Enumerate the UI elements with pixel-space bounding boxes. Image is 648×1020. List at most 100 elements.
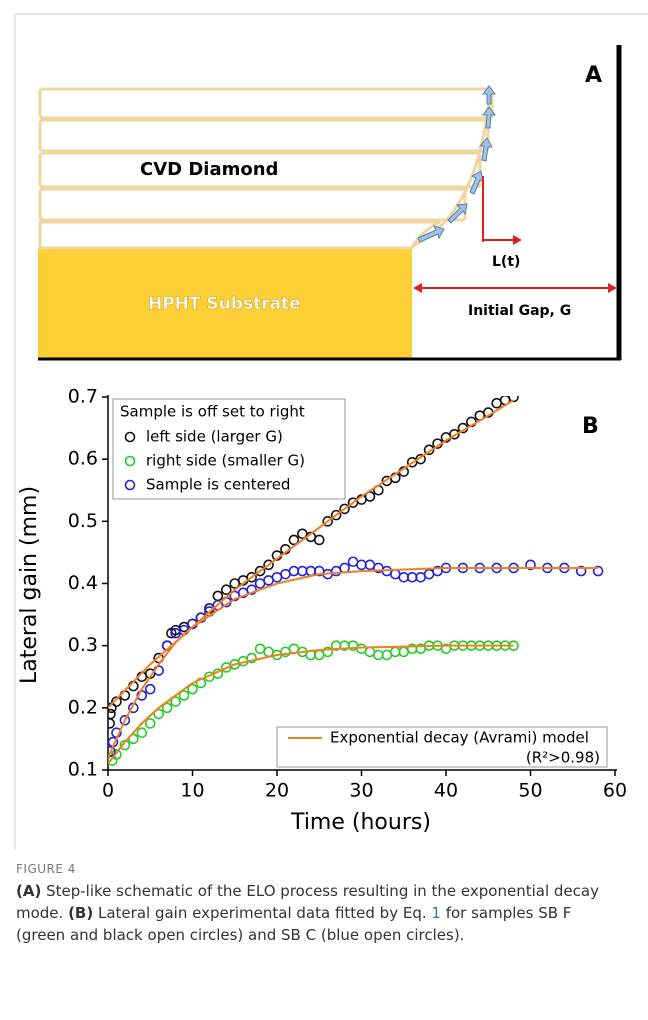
data-point [108, 708, 116, 720]
layer [38, 118, 490, 153]
caption-part: Step-like schematic of the ELO process r… [16, 882, 599, 922]
data-point [187, 683, 198, 695]
data-point [525, 559, 536, 571]
data-point [364, 646, 376, 658]
data-point [313, 534, 325, 546]
legend-label: Exponential decay (Avrami) model [330, 729, 589, 747]
data-point [263, 575, 274, 586]
data-point [508, 396, 519, 403]
data-point [423, 568, 435, 580]
data-point [398, 571, 410, 583]
data-point [592, 565, 604, 577]
x-tick-label: 40 [434, 780, 458, 802]
data-point [246, 571, 257, 583]
panel-label: B [582, 414, 599, 439]
layer [38, 151, 482, 189]
data-point [136, 727, 148, 739]
x-tick-label: 50 [518, 780, 542, 802]
data-point [263, 559, 274, 571]
data-point [111, 696, 122, 707]
data-point [221, 584, 232, 596]
data-point [153, 708, 164, 720]
data-point [254, 578, 266, 589]
data-point [288, 565, 300, 577]
data-point [330, 509, 342, 521]
y-tick-label: 0.3 [68, 634, 98, 656]
legend-marker [124, 431, 136, 443]
data-point [491, 397, 503, 409]
plot-area [108, 396, 604, 766]
data-point [356, 559, 367, 571]
legend-label: Sample is centered [146, 476, 290, 494]
data-point [271, 571, 283, 583]
data-point [356, 643, 367, 655]
figure-label: FIGURE 4 [16, 862, 76, 876]
data-point [381, 649, 393, 661]
legend-box [276, 726, 608, 768]
caption-part: Lateral gain experimental data fitted by… [93, 904, 432, 922]
caption-text: (A) Step-like schematic of the ELO proce… [16, 880, 616, 946]
data-point [254, 643, 266, 655]
layer-label: CVD Diamond [140, 159, 278, 180]
layer [38, 220, 441, 250]
x-tick-label: 30 [349, 780, 373, 802]
x-tick-label: 20 [265, 780, 289, 802]
data-point [254, 565, 266, 577]
data-point [449, 428, 460, 440]
legend-marker [124, 479, 136, 491]
data-point [575, 565, 587, 577]
y-axis-label: Lateral gain (mm) [17, 486, 42, 684]
growth-arrows [417, 85, 496, 243]
legend-label: left side (larger G) [146, 428, 283, 446]
arrow-head [513, 235, 522, 245]
data-point [212, 590, 224, 602]
legend-marker [124, 455, 136, 467]
data-point [144, 683, 156, 695]
data-point [389, 568, 401, 580]
data-point [364, 559, 376, 571]
data-point [108, 718, 115, 729]
data-point [339, 503, 350, 515]
panel-label: A [585, 63, 602, 88]
x-tick-label: 0 [102, 780, 114, 802]
caption-part: (A) [16, 882, 42, 900]
y-tick-label: 0.2 [68, 696, 98, 718]
fit-curve [108, 644, 514, 765]
substrate-label: HPHT Substrate [148, 294, 301, 314]
caption-part: (B) [68, 904, 94, 922]
equation-link[interactable]: 1 [431, 904, 441, 922]
data-point [161, 702, 173, 714]
legend-label: right side (smaller G) [146, 452, 305, 470]
data-point [178, 690, 190, 701]
layer [38, 187, 467, 222]
data-point [330, 565, 342, 577]
data-point [280, 568, 291, 580]
schematic: A CVD Diamond HPHT Substrate L(t) Initia… [38, 45, 622, 361]
caption-part: for samples SB F (green and black open c… [16, 904, 572, 944]
legend-box [112, 398, 346, 500]
data-point [108, 746, 116, 757]
data-point [373, 649, 384, 661]
legend-note: (R²>0.98) [526, 749, 600, 767]
figure: A CVD Diamond HPHT Substrate L(t) Initia… [14, 13, 648, 850]
layer [38, 87, 494, 120]
data-point [119, 714, 131, 726]
y-tick-label: 0.5 [68, 510, 98, 532]
substrate [38, 248, 412, 358]
y-tick-label: 0.1 [68, 759, 98, 781]
data-point [313, 649, 325, 661]
legend-title: Sample is off set to right [120, 403, 305, 421]
y-tick-label: 0.6 [68, 448, 98, 470]
x-tick-label: 10 [180, 780, 204, 802]
x-tick-label: 60 [603, 780, 627, 802]
data-point [246, 652, 257, 664]
y-tick-label: 0.7 [68, 386, 98, 408]
data-point [389, 646, 401, 658]
fit-curve [108, 566, 599, 758]
data-point [263, 646, 274, 658]
data-point [322, 516, 334, 527]
data-point [322, 646, 334, 658]
data-point [288, 534, 300, 546]
x-axis-label: Time (hours) [290, 810, 431, 835]
